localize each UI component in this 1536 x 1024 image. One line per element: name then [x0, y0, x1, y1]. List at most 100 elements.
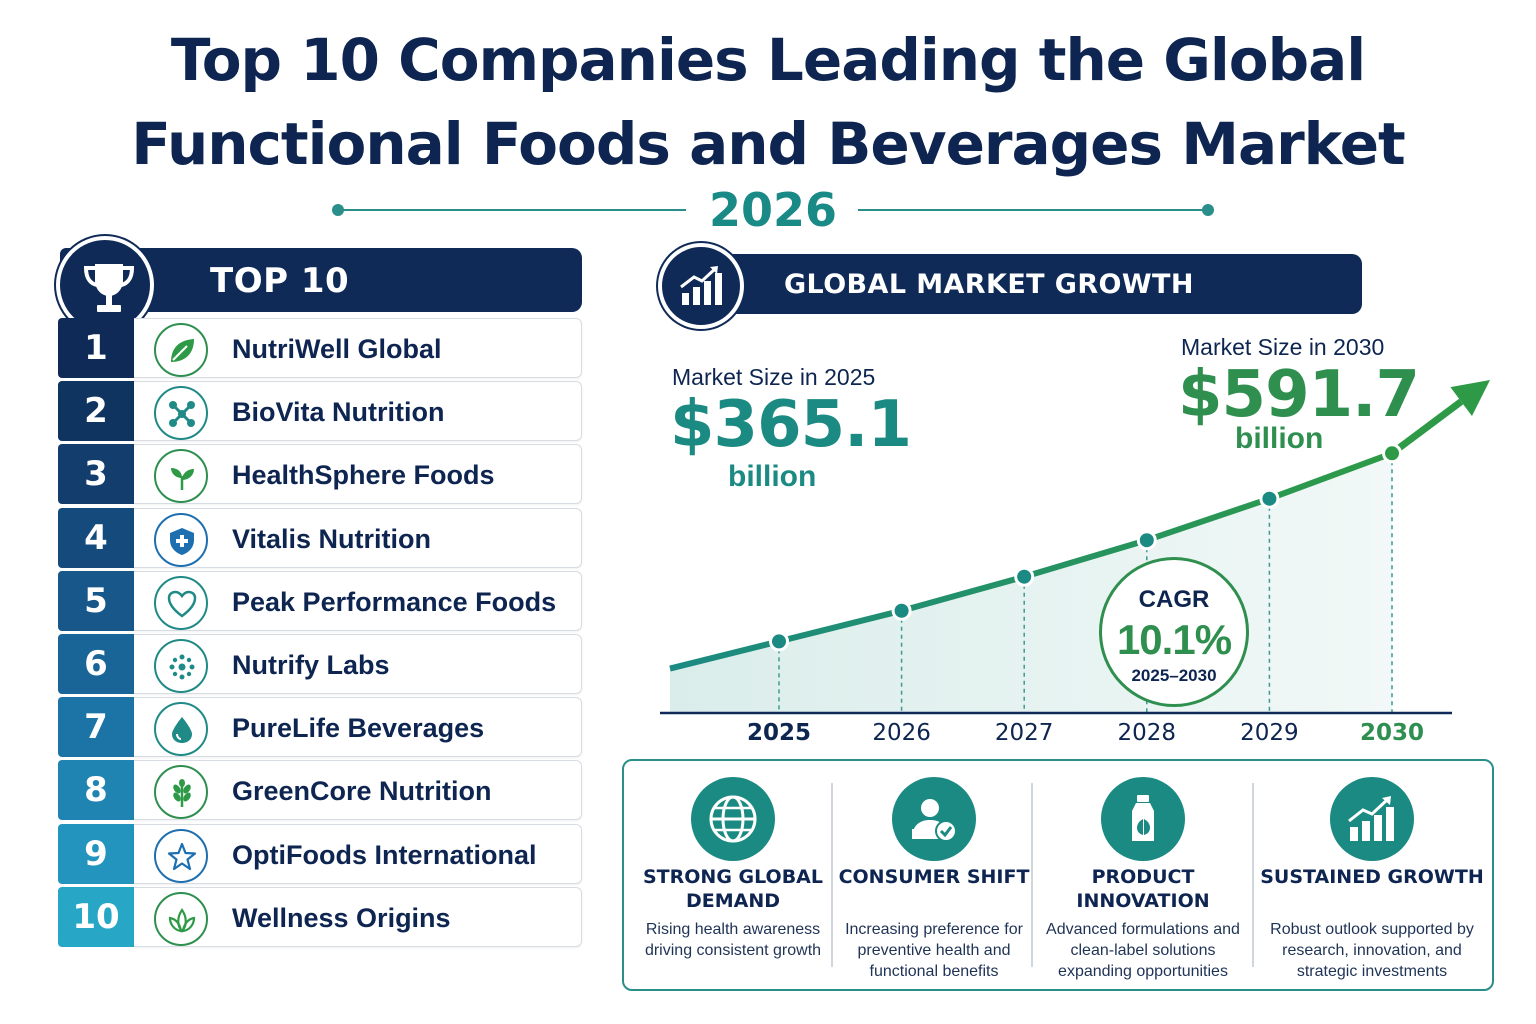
x-tick-label: 2029	[1240, 720, 1299, 746]
company-name: PureLife Beverages	[232, 713, 485, 744]
market-2030-unit: billion	[1235, 422, 1324, 455]
divider-line	[340, 209, 686, 211]
year-label: 2026	[708, 183, 838, 237]
company-row: 7 PureLife Beverages	[58, 697, 582, 758]
company-name: HealthSphere Foods	[232, 460, 495, 491]
bar-chart-growth-icon	[1330, 777, 1414, 861]
rank-number: 7	[58, 697, 134, 758]
company-row: 3 HealthSphere Foods	[58, 444, 582, 505]
data-point-2030	[1382, 443, 1402, 464]
company-name: Peak Performance Foods	[232, 586, 557, 617]
growth-projection-header: GLOBAL MARKET GROWTH PROJECTION	[704, 254, 1362, 362]
rank-number: 1	[58, 318, 134, 378]
growth-projection-header-label: GLOBAL MARKET GROWTH PROJECTION	[784, 269, 1194, 362]
company-row: 1 NutriWell Global	[58, 318, 582, 378]
driver-divider	[1031, 783, 1033, 967]
data-point-2026	[891, 600, 912, 621]
cagr-badge: CAGR 10.1% 2025–2030	[1099, 557, 1249, 707]
company-card: PureLife Beverages	[134, 697, 582, 758]
star-icon	[154, 828, 208, 883]
globe-icon	[691, 777, 775, 861]
rank-number: 6	[58, 633, 134, 694]
sprout-icon	[154, 449, 208, 504]
page-title-line-2: Functional Foods and Beverages Market	[131, 110, 1406, 178]
driver-consumer-shift: CONSUMER SHIFT Increasing preference for…	[836, 761, 1032, 993]
heart-icon	[154, 575, 208, 630]
company-row: 9 OptiFoods International	[58, 823, 582, 884]
rank-number: 4	[58, 507, 134, 568]
driver-divider	[1252, 783, 1254, 967]
company-name: NutriWell Global	[232, 334, 442, 364]
x-tick-label: 2030	[1359, 720, 1424, 746]
company-card: Nutrify Labs	[134, 633, 582, 694]
leaf-icon	[154, 323, 208, 377]
growth-arrow-shaft	[1389, 398, 1464, 457]
driver-description: Robust outlook supported by research, in…	[1270, 921, 1474, 980]
bottle-leaf-icon	[1101, 777, 1185, 861]
market-2030-value: $591.7	[1178, 358, 1420, 432]
lotus-icon	[154, 891, 208, 946]
divider-dot	[1202, 204, 1214, 216]
cagr-value: 10.1%	[1116, 616, 1232, 663]
company-row: 2 BioVita Nutrition	[58, 381, 582, 442]
person-check-icon	[892, 777, 976, 861]
driver-title: STRONG GLOBAL DEMAND	[642, 866, 823, 912]
company-card: HealthSphere Foods	[134, 444, 582, 505]
data-point-2025	[769, 631, 789, 652]
page-title: Top 10 Companies Leading the Global Func…	[0, 18, 1536, 186]
trophy-icon	[56, 236, 154, 334]
x-tick-label: 2026	[872, 720, 931, 746]
cagr-period: 2025–2030	[1131, 666, 1217, 685]
shield-plus-icon	[154, 512, 208, 567]
x-tick-label: 2025	[746, 720, 811, 746]
cagr-label: CAGR	[1138, 586, 1210, 613]
water-drop-icon	[154, 702, 208, 757]
rank-number: 5	[58, 570, 134, 631]
year-row: 2026	[330, 184, 1216, 236]
x-tick-label: 2028	[1117, 720, 1177, 746]
driver-description: Rising health awareness driving consiste…	[644, 921, 822, 959]
wheat-icon	[154, 765, 208, 820]
market-2030-label: Market Size in 2030	[1181, 334, 1385, 360]
page-title-line-1: Top 10 Companies Leading the Global	[170, 26, 1366, 94]
bar-chart-growth-icon	[658, 243, 744, 329]
company-name: Nutrify Labs	[232, 649, 390, 680]
dots-circle-icon	[154, 638, 208, 693]
company-list: 1 NutriWell Global 2 BioVita Nutrition 3 Heal…	[58, 318, 582, 950]
company-name: OptiFoods International	[232, 839, 537, 870]
company-name: GreenCore Nutrition	[232, 776, 492, 807]
company-card: GreenCore Nutrition	[134, 760, 582, 821]
data-point-2028	[1136, 530, 1157, 551]
growth-arrow-head	[1450, 380, 1490, 416]
driver-strong-global-demand: STRONG GLOBAL DEMAND Rising health aware…	[634, 761, 832, 993]
company-card: BioVita Nutrition	[134, 381, 582, 442]
market-2025-value: $365.1	[670, 388, 912, 462]
divider-line	[858, 209, 1204, 211]
driver-sustained-growth: SUSTAINED GROWTH Robust outlook supporte…	[1260, 761, 1484, 993]
driver-description: Advanced formulations and clean-label so…	[1046, 921, 1240, 980]
x-tick-label: 2027	[994, 720, 1054, 746]
company-name: Vitalis Nutrition	[232, 523, 432, 554]
driver-title: PRODUCT INNOVATION	[1076, 866, 1210, 912]
market-2025-unit: billion	[728, 460, 817, 493]
company-card: Peak Performance Foods	[134, 570, 582, 631]
market-2025-label: Market Size in 2025	[672, 364, 876, 390]
company-card: OptiFoods International	[134, 823, 582, 884]
driver-title: SUSTAINED GROWTH	[1260, 866, 1484, 888]
company-card: NutriWell Global	[134, 318, 582, 378]
company-row: 5 Peak Performance Foods	[58, 570, 582, 631]
driver-description: Increasing preference for preventive hea…	[845, 921, 1023, 980]
driver-divider	[831, 783, 833, 967]
company-card: Wellness Origins	[134, 886, 582, 947]
data-point-2027	[1014, 566, 1035, 587]
growth-drivers-panel: STRONG GLOBAL DEMAND Rising health aware…	[622, 759, 1494, 991]
rank-number: 3	[58, 444, 134, 505]
company-name: BioVita Nutrition	[232, 397, 445, 428]
rank-number: 9	[58, 823, 134, 884]
company-name: Wellness Origins	[232, 902, 451, 933]
company-row: 4 Vitalis Nutrition	[58, 507, 582, 568]
data-point-2029	[1259, 488, 1280, 509]
company-row: 8 GreenCore Nutrition	[58, 760, 582, 821]
company-row: 10 Wellness Origins	[58, 886, 582, 947]
driver-title: CONSUMER SHIFT	[838, 866, 1030, 888]
